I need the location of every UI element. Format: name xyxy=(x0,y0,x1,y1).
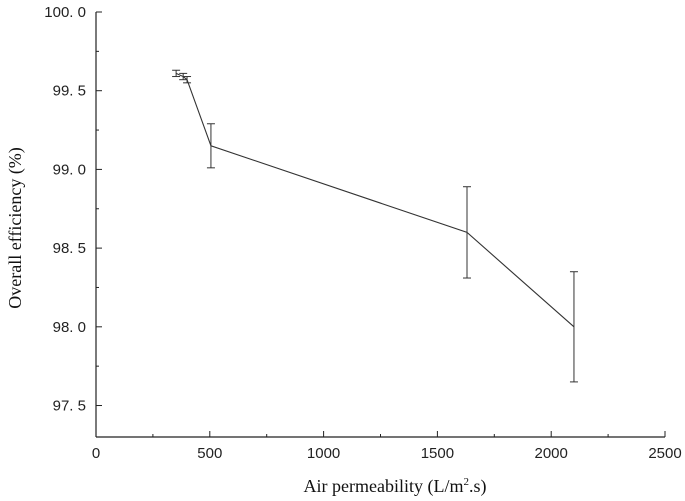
x-tick-label: 1000 xyxy=(307,445,340,462)
series-group xyxy=(172,69,578,383)
x-axis-title-suffix: .s) xyxy=(469,476,487,497)
y-tick-label: 97. 5 xyxy=(53,398,86,415)
x-tick-label: 2500 xyxy=(648,445,681,462)
x-tick-label: 500 xyxy=(197,445,222,462)
series-line xyxy=(175,72,575,328)
x-tick-label: 2000 xyxy=(535,445,568,462)
x-axis-title-superscript: 2 xyxy=(463,476,469,488)
y-tick-label: 98. 0 xyxy=(53,319,86,336)
x-tick-label: 0 xyxy=(92,445,100,462)
ticks: 0 500 1000 1500 2000 2500 97. 5 98. 0 98. 5 99. 0… xyxy=(44,4,681,462)
y-tick-label: 98. 5 xyxy=(53,240,86,257)
x-axis-title: Air permeability (L/m2.s) xyxy=(304,476,487,497)
y-tick-label: 100. 0 xyxy=(44,4,86,21)
y-axis-title: Overall efficiency (%) xyxy=(5,147,26,309)
x-axis-title-text: Air permeability (L/m xyxy=(304,476,464,497)
y-tick-label: 99. 5 xyxy=(53,83,86,100)
x-tick-label: 1500 xyxy=(421,445,454,462)
y-tick-label: 99. 0 xyxy=(53,161,86,178)
